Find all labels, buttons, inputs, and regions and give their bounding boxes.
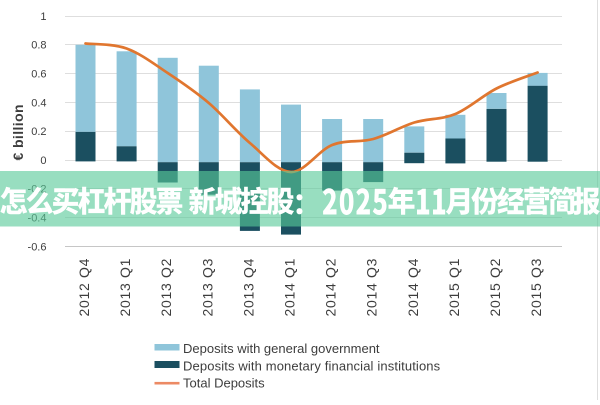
svg-text:0.8: 0.8 <box>31 40 46 52</box>
svg-text:-0.6: -0.6 <box>28 241 47 253</box>
svg-text:0: 0 <box>40 155 46 167</box>
svg-text:0.6: 0.6 <box>31 69 46 81</box>
svg-text:€ billion: € billion <box>10 104 26 161</box>
svg-text:2014 Q1: 2014 Q1 <box>282 258 298 317</box>
svg-text:2012 Q4: 2012 Q4 <box>76 258 92 317</box>
svg-text:Total Deposits: Total Deposits <box>183 376 265 391</box>
svg-text:2015 Q3: 2015 Q3 <box>528 258 544 317</box>
svg-text:2015 Q2: 2015 Q2 <box>487 258 503 317</box>
svg-text:0.2: 0.2 <box>31 126 46 138</box>
svg-text:Deposits with monetary financi: Deposits with monetary financial institu… <box>183 358 441 373</box>
svg-text:2013 Q3: 2013 Q3 <box>199 258 215 317</box>
svg-text:2014 Q3: 2014 Q3 <box>364 258 380 317</box>
svg-text:1: 1 <box>40 11 46 23</box>
svg-text:2013 Q2: 2013 Q2 <box>158 258 174 317</box>
svg-text:Deposits with general governme: Deposits with general government <box>183 341 380 356</box>
svg-text:0.4: 0.4 <box>31 97 46 109</box>
svg-text:2013 Q1: 2013 Q1 <box>117 258 133 317</box>
svg-text:2014 Q2: 2014 Q2 <box>323 258 339 317</box>
svg-text:2013 Q4: 2013 Q4 <box>240 258 256 317</box>
svg-text:2015 Q1: 2015 Q1 <box>446 258 462 317</box>
svg-text:2014 Q4: 2014 Q4 <box>405 258 421 317</box>
